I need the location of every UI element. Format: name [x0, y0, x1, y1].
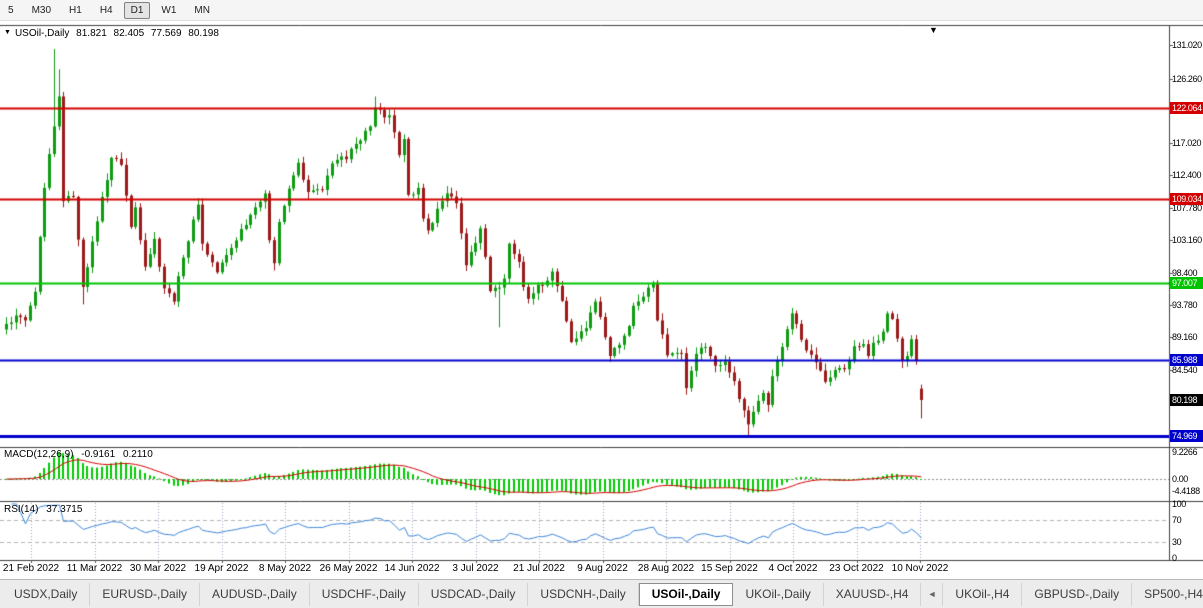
timeframe-button-w1[interactable]: W1 [161, 4, 177, 16]
price-axis-tick: 117.020 [1172, 138, 1202, 149]
chart-tab-gbpusd-daily[interactable]: GBPUSD-,Daily [1022, 582, 1133, 606]
symbol-period-label: USOil-,Daily [14, 28, 70, 39]
chart-tab-ukoil-daily[interactable]: UKOil-,Daily [733, 582, 824, 606]
date-axis-label: 9 Aug 2022 [577, 563, 628, 574]
price-axis-tick: 131.020 [1172, 40, 1202, 51]
date-axis-label: 21 Jul 2022 [513, 563, 565, 574]
chart-tab-audusd-daily[interactable]: AUDUSD-,Daily [200, 582, 310, 606]
rsi-axis-tick: 100 [1172, 499, 1186, 509]
ohlc-open-value: 81.821 [76, 28, 107, 39]
date-axis-label: 26 May 2022 [319, 563, 378, 574]
date-axis-label: 23 Oct 2022 [829, 563, 884, 574]
rsi-value: 37.3715 [46, 504, 83, 515]
macd-indicator-label: MACD(12,26,9) -0.9161 0.2110 [4, 449, 158, 460]
chart-tabs-bar: USDX,Daily EURUSD-,Daily AUDUSD-,Daily USDC… [0, 579, 1203, 608]
tab-scroll-left-icon[interactable]: ◄ [921, 582, 944, 606]
price-line-label-97-007: 97.007 [1170, 276, 1203, 289]
timeframe-button-h1[interactable]: H1 [69, 4, 82, 16]
price-axis-tick: 107.780 [1172, 202, 1202, 213]
rsi-axis-tick: 70 [1172, 515, 1182, 526]
macd-axis-tick: -4.4188 [1172, 486, 1200, 496]
chart-tab-usdx-daily[interactable]: USDX,Daily [2, 582, 91, 606]
timeframe-button-m30[interactable]: M30 [31, 4, 52, 16]
date-axis-label: 30 Mar 2022 [129, 563, 187, 574]
macd-name: MACD(12,26,9) [4, 449, 74, 460]
timeframe-button-h4[interactable]: H4 [99, 4, 113, 16]
symbol-dropdown-icon[interactable]: ▼ [4, 29, 11, 36]
price-line-label-122-064: 122.064 [1170, 101, 1203, 114]
date-axis-label: 21 Feb 2022 [2, 563, 60, 574]
date-axis-label: 3 Jul 2022 [452, 563, 499, 574]
macd-axis-tick: 0.00 [1172, 474, 1188, 484]
date-axis-label: 14 Jun 2022 [384, 563, 440, 574]
chart-tab-usdchf-daily[interactable]: USDCHF-,Daily [310, 582, 419, 606]
price-line-label-80-198: 80.198 [1170, 393, 1203, 406]
chart-tab-usoil-daily[interactable]: USOil-,Daily [638, 582, 734, 606]
price-axis-tick: 103.160 [1172, 234, 1202, 245]
price-axis-tick: 93.780 [1172, 300, 1198, 311]
date-axis-label: 8 May 2022 [258, 563, 312, 574]
timeframe-toolbar: 5 M30 H1 H4 D1 W1 MN [0, 0, 1203, 21]
date-axis-label: 28 Aug 2022 [637, 563, 695, 574]
price-axis-tick: 84.540 [1172, 364, 1198, 375]
date-axis-label: 19 Apr 2022 [194, 563, 249, 574]
rsi-indicator-label: RSI(14) 37.3715 [4, 504, 87, 515]
price-line-label-74-969: 74.969 [1170, 430, 1203, 443]
rsi-name: RSI(14) [4, 504, 39, 515]
ohlc-low-value: 77.569 [150, 28, 182, 39]
price-line-label-109-034: 109.034 [1170, 192, 1203, 205]
macd-signal-value: 0.2110 [122, 449, 153, 460]
timeframe-button-mn[interactable]: MN [194, 4, 210, 16]
price-axis-tick: 112.400 [1172, 170, 1202, 181]
timeframe-button-d1[interactable]: D1 [123, 1, 151, 19]
timeframe-button-5[interactable]: 5 [8, 4, 14, 16]
ohlc-close-value: 80.198 [188, 28, 219, 39]
chart-tab-eurusd-daily[interactable]: EURUSD-,Daily [90, 582, 201, 606]
chart-tab-usdcad-daily[interactable]: USDCAD-,Daily [419, 582, 529, 606]
date-axis-label: 11 Mar 2022 [66, 563, 123, 574]
macd-axis-tick: 9.2266 [1172, 447, 1198, 457]
price-line-label-85-988: 85.988 [1170, 353, 1203, 366]
chart-tab-sp500-h4[interactable]: SP500-,H4 [1132, 583, 1203, 606]
date-axis-label: 15 Sep 2022 [701, 563, 758, 574]
chart-tab-xauusd-h4[interactable]: XAUUSD-,H4 [824, 582, 922, 606]
price-axis-tick: 89.160 [1172, 332, 1198, 343]
date-axis-label: 4 Oct 2022 [768, 563, 818, 574]
chart-tab-usdcnh-daily[interactable]: USDCNH-,Daily [528, 582, 639, 606]
date-axis-label: 10 Nov 2022 [891, 563, 949, 574]
macd-main-value: -0.9161 [81, 449, 116, 460]
price-axis-tick: 126.260 [1172, 73, 1202, 84]
rsi-axis-tick: 30 [1172, 536, 1182, 547]
rsi-axis-tick: 0 [1172, 553, 1177, 563]
price-axis-tick: 98.400 [1172, 267, 1198, 278]
ohlc-high-value: 82.405 [113, 28, 145, 39]
chart-tab-ukoil-h4[interactable]: UKOil-,H4 [943, 582, 1023, 606]
chart-title: ▼ USOil-,Daily 81.821 82.405 77.569 80.19… [4, 28, 223, 39]
chart-shift-marker-icon[interactable]: ▼ [929, 25, 938, 35]
